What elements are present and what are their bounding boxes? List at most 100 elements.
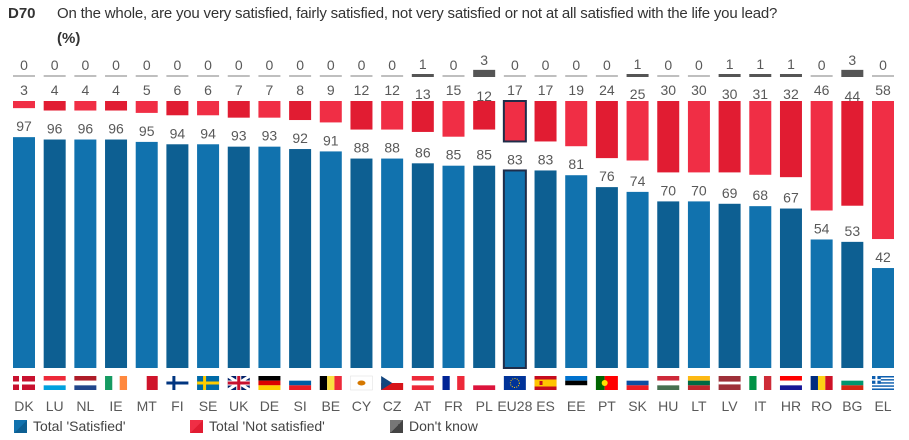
flag-ee-icon [565, 376, 588, 390]
satisfied-bar [289, 149, 312, 368]
dont-know-bar [135, 75, 158, 77]
unit-label: (%) [57, 30, 81, 47]
not-satisfied-bar [810, 101, 833, 211]
flag-de-icon [258, 376, 281, 390]
not-satisfied-value-label: 25 [630, 86, 646, 102]
dont-know-value-label: 0 [327, 57, 335, 73]
dont-know-value-label: 0 [143, 57, 151, 73]
dont-know-bar [749, 74, 772, 77]
category-label: HU [658, 398, 678, 414]
dont-know-value-label: 0 [511, 57, 519, 73]
satisfied-bar [595, 187, 618, 368]
satisfied-bar [749, 206, 772, 368]
not-satisfied-bar [105, 101, 128, 111]
not-satisfied-value-label: 46 [814, 82, 830, 98]
legend-label-satisfied: Total 'Satisfied' [33, 418, 126, 434]
flag-fi-icon [166, 376, 189, 390]
satisfied-bar [442, 165, 465, 368]
category-label: LT [691, 398, 707, 414]
not-satisfied-bar [718, 101, 741, 173]
not-satisfied-value-label: 4 [81, 82, 89, 98]
legend-swatch-not-satisfied [190, 419, 203, 433]
satisfied-bar [135, 141, 158, 368]
not-satisfied-value-label: 19 [568, 82, 584, 98]
not-satisfied-bar [166, 101, 189, 116]
flag-hu-icon [657, 376, 680, 390]
question-code: D70 [8, 5, 36, 22]
satisfied-value-label: 83 [507, 151, 523, 167]
flag-fr-icon [442, 376, 465, 390]
not-satisfied-bar [872, 101, 894, 240]
dont-know-bar [779, 74, 802, 77]
dont-know-bar [657, 75, 680, 77]
not-satisfied-bar [841, 101, 864, 206]
satisfied-value-label: 95 [139, 123, 155, 139]
not-satisfied-bar [534, 101, 557, 142]
not-satisfied-bar [657, 101, 680, 173]
country-flags [13, 374, 894, 392]
category-label: BE [321, 398, 340, 414]
not-satisfied-bar [502, 100, 527, 143]
not-satisfied-value-label: 44 [845, 88, 861, 104]
flag-es-icon [534, 376, 557, 390]
not-satisfied-bar [411, 101, 434, 132]
dont-know-value-label: 3 [848, 52, 856, 68]
category-label: DK [14, 398, 34, 414]
not-satisfied-bar [13, 101, 35, 109]
not-satisfied-bar [381, 101, 404, 130]
not-satisfied-bar [687, 101, 710, 173]
satisfied-value-label: 54 [814, 220, 830, 236]
not-satisfied-bar [135, 101, 158, 113]
category-labels: DK LU NL IE MT FI SE UK DE SI BE CY CZ AT FR PL EU28 ES EE… [14, 398, 892, 414]
category-label: FR [444, 398, 463, 414]
satisfied-value-label: 70 [691, 182, 707, 198]
dont-know-value-label: 0 [235, 57, 243, 73]
category-label: LV [722, 398, 739, 414]
dont-know-value-label: 0 [51, 57, 59, 73]
legend-swatch-dont-know [390, 419, 403, 433]
not-satisfied-bar [473, 101, 496, 130]
satisfied-bar [657, 201, 680, 368]
not-satisfied-bar [43, 101, 66, 111]
not-satisfied-value-label: 6 [173, 82, 181, 98]
satisfied-bar [166, 144, 189, 368]
satisfied-bar [411, 163, 434, 368]
satisfied-value-label: 76 [599, 168, 615, 184]
satisfied-bar [779, 208, 802, 368]
category-label: IT [754, 398, 767, 414]
not-satisfied-value-label: 12 [354, 82, 370, 98]
dont-know-value-label: 0 [204, 57, 212, 73]
dont-know-value-label: 0 [603, 57, 611, 73]
satisfied-bar [473, 165, 496, 368]
satisfied-bar [105, 139, 128, 368]
dont-know-value-label: 0 [388, 57, 396, 73]
dont-know-value-label: 0 [879, 57, 887, 73]
flag-mt-icon [135, 376, 158, 390]
not-satisfied-value-label: 17 [538, 82, 554, 98]
category-label: LU [46, 398, 64, 414]
flag-lt-icon [687, 376, 710, 390]
dont-know-value-label: 0 [818, 57, 826, 73]
flag-it-icon [749, 376, 772, 390]
dont-know-bar [13, 75, 35, 77]
satisfied-value-label: 83 [538, 151, 554, 167]
category-label: PT [598, 398, 616, 414]
category-label: EU28 [497, 398, 532, 414]
satisfied-bar [718, 203, 741, 368]
satisfied-bar [565, 175, 588, 368]
question-text: On the whole, are you very satisfied, fa… [57, 5, 778, 22]
legend-label-not-satisfied: Total 'Not satisfied' [209, 418, 325, 434]
dont-know-value-label: 3 [480, 52, 488, 68]
not-satisfied-bar [779, 101, 802, 178]
not-satisfied-value-label: 30 [722, 86, 738, 102]
flag-pl-icon [473, 376, 496, 390]
satisfied-bar [872, 268, 894, 368]
not-satisfied-bars: 3 4 4 4 5 6 6 7 7 8 9 12 12 13 15 12 17 17 19 24 25 30 30 30 31 3… [13, 82, 894, 240]
category-label: DE [260, 398, 279, 414]
category-label: HR [781, 398, 801, 414]
not-satisfied-bar [350, 101, 373, 130]
flag-dk-icon [13, 376, 35, 390]
not-satisfied-value-label: 5 [143, 82, 151, 98]
not-satisfied-value-label: 17 [507, 82, 523, 98]
